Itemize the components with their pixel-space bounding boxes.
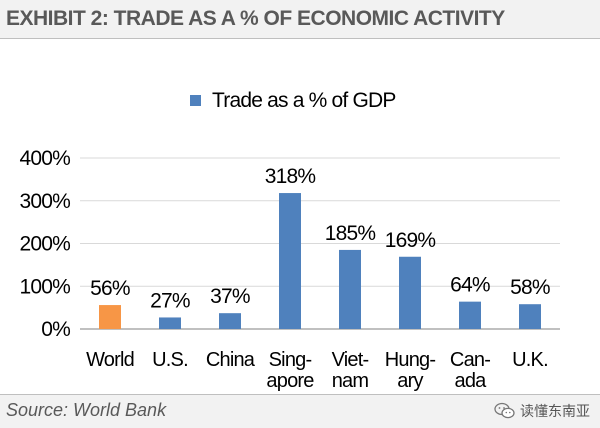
y-axis-ticks: 0% 100% 200% 300% 400% <box>19 147 70 341</box>
chart-area: Trade as a % of GDP 0% 100% 200% 300% 400% 5… <box>0 39 600 393</box>
bar <box>399 256 421 329</box>
x-tick-label: U.K. <box>512 349 548 371</box>
legend-swatch <box>190 95 201 106</box>
y-tick-label: 200% <box>19 233 70 256</box>
bar <box>219 313 241 329</box>
exhibit-header: EXHIBIT 2: TRADE AS A % OF ECONOMIC ACTI… <box>0 0 600 39</box>
y-tick-label: 400% <box>19 147 70 170</box>
y-tick-label: 300% <box>19 190 70 213</box>
bar <box>459 301 481 329</box>
y-tick-label: 100% <box>19 275 70 298</box>
x-tick-label: Viet- <box>332 349 369 371</box>
x-tick-label: Hung- <box>385 349 436 371</box>
x-tick-label: ada <box>455 370 488 392</box>
data-label: 27% <box>150 289 190 312</box>
watermark-text: 读懂东南亚 <box>520 403 590 419</box>
x-tick-label: apore <box>266 370 314 392</box>
data-label: 318% <box>265 165 316 188</box>
bar <box>279 193 301 329</box>
legend-label: Trade as a % of GDP <box>212 89 396 112</box>
watermark: 读懂东南亚 <box>494 401 590 421</box>
data-label: 169% <box>385 229 436 252</box>
legend: Trade as a % of GDP <box>190 89 396 112</box>
data-label: 185% <box>325 222 376 245</box>
data-labels: 56% 27% 37% 318% 185% 169% 64% 58% <box>90 165 551 312</box>
data-label: 37% <box>210 285 250 308</box>
x-tick-label: China <box>206 349 256 371</box>
bar <box>339 249 361 329</box>
x-tick-label: World <box>86 349 134 371</box>
wechat-icon <box>494 402 515 419</box>
bar <box>159 317 181 329</box>
bar <box>99 305 121 329</box>
bars <box>99 193 541 329</box>
data-label: 56% <box>90 277 130 300</box>
data-label: 58% <box>510 276 550 299</box>
x-axis-ticks: World U.S. China Sing-apore Viet-nam Hung-ary… <box>86 349 549 392</box>
exhibit-title: EXHIBIT 2: TRADE AS A % OF ECONOMIC ACTI… <box>6 7 505 30</box>
x-tick-label: U.S. <box>152 349 188 371</box>
x-tick-label: Can- <box>450 349 490 371</box>
data-label: 64% <box>450 274 490 297</box>
bar <box>519 304 541 329</box>
source-note: Source: World Bank <box>6 400 167 420</box>
footer: Source: World Bank 读懂东南亚 <box>0 394 600 428</box>
x-tick-label: nam <box>332 370 369 392</box>
x-tick-label: ary <box>397 370 423 392</box>
x-tick-label: Sing- <box>269 349 312 371</box>
trade-bar-chart: Trade as a % of GDP 0% 100% 200% 300% 400% 5… <box>19 89 560 392</box>
y-tick-label: 0% <box>41 318 70 341</box>
